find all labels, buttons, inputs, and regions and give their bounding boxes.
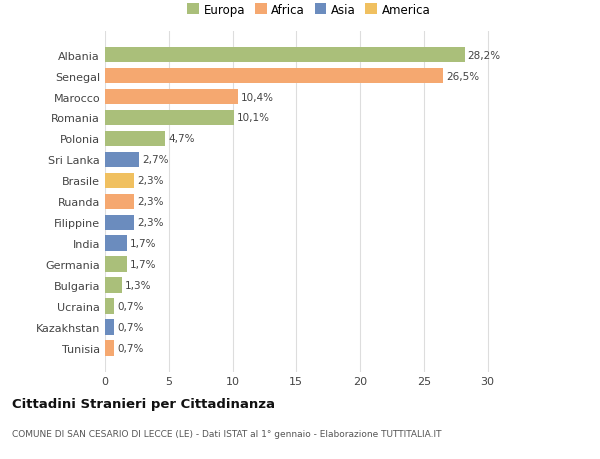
Bar	[105, 194, 134, 210]
Legend: Europa, Africa, Asia, America: Europa, Africa, Asia, America	[182, 0, 436, 22]
Bar	[105, 48, 464, 63]
Text: 28,2%: 28,2%	[468, 50, 501, 61]
Bar	[105, 320, 114, 336]
Bar	[105, 236, 127, 252]
Bar	[105, 152, 139, 168]
Text: 1,7%: 1,7%	[130, 260, 157, 270]
Bar	[105, 278, 122, 294]
Text: 0,7%: 0,7%	[117, 302, 143, 312]
Text: COMUNE DI SAN CESARIO DI LECCE (LE) - Dati ISTAT al 1° gennaio - Elaborazione TU: COMUNE DI SAN CESARIO DI LECCE (LE) - Da…	[12, 429, 442, 438]
Bar	[105, 90, 238, 105]
Text: 10,4%: 10,4%	[241, 92, 274, 102]
Text: 2,3%: 2,3%	[137, 218, 164, 228]
Bar	[105, 215, 134, 231]
Text: 2,3%: 2,3%	[137, 176, 164, 186]
Text: 2,7%: 2,7%	[143, 155, 169, 165]
Text: 0,7%: 0,7%	[117, 323, 143, 333]
Bar	[105, 341, 114, 356]
Text: 2,3%: 2,3%	[137, 197, 164, 207]
Bar	[105, 173, 134, 189]
Text: 0,7%: 0,7%	[117, 343, 143, 353]
Bar	[105, 257, 127, 273]
Text: 1,7%: 1,7%	[130, 239, 157, 249]
Text: 10,1%: 10,1%	[237, 113, 270, 123]
Bar	[105, 68, 443, 84]
Bar	[105, 131, 165, 147]
Text: 26,5%: 26,5%	[446, 71, 479, 81]
Text: 1,3%: 1,3%	[125, 281, 151, 291]
Bar	[105, 299, 114, 314]
Bar	[105, 110, 234, 126]
Text: 4,7%: 4,7%	[168, 134, 194, 144]
Text: Cittadini Stranieri per Cittadinanza: Cittadini Stranieri per Cittadinanza	[12, 397, 275, 410]
